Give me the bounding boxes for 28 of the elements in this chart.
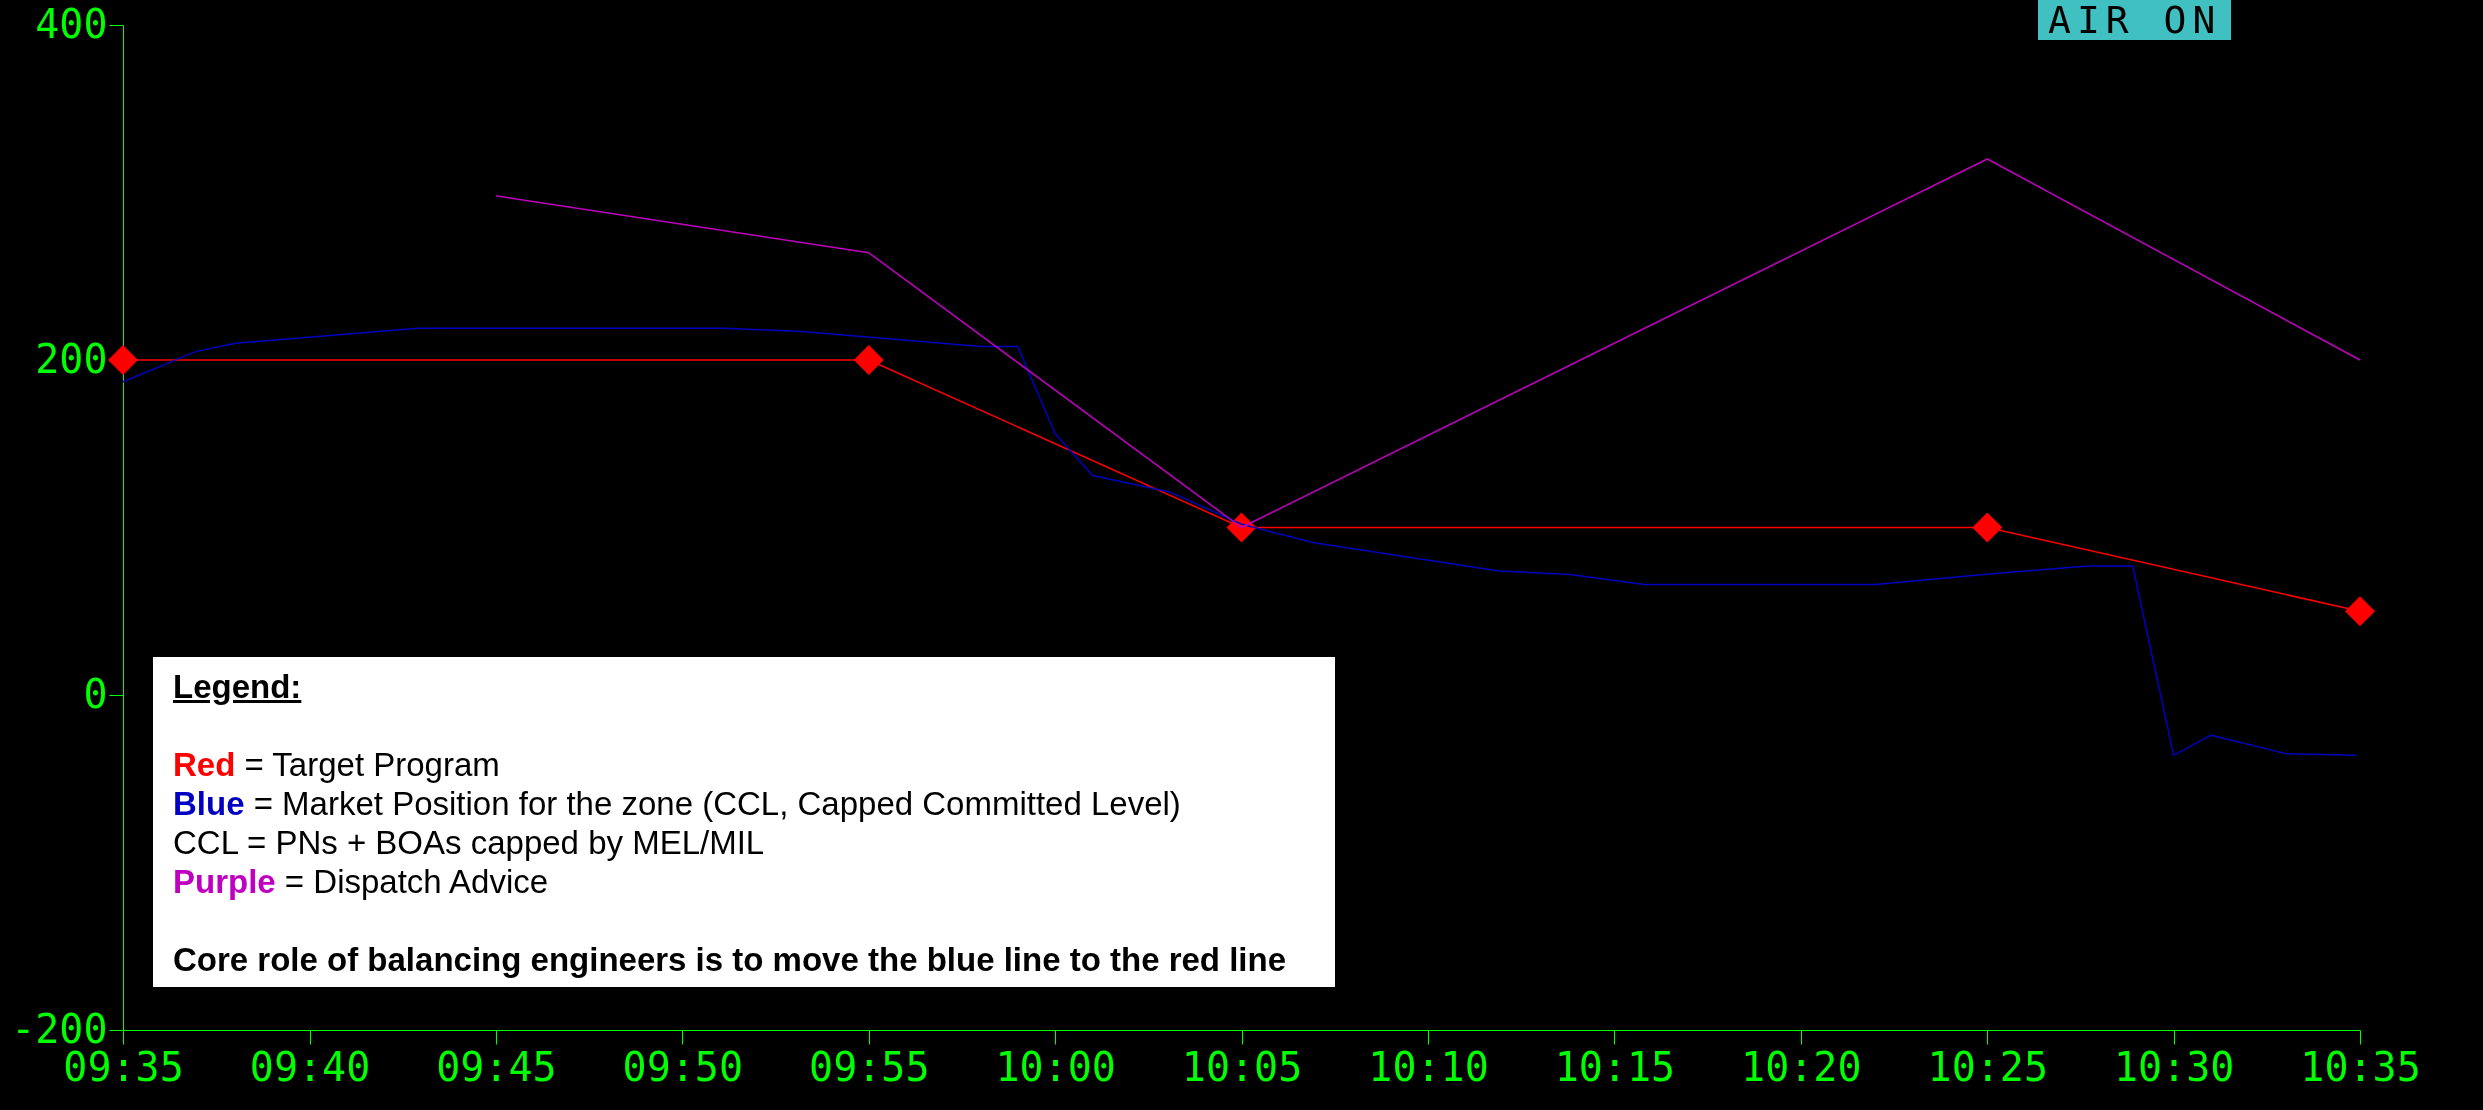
x-tick-label: 09:50 [622, 1043, 743, 1090]
point [1972, 512, 2003, 543]
x-tick-label: 10:10 [1368, 1043, 1489, 1090]
x-tick-label: 10:30 [2113, 1043, 2235, 1090]
x-tick-label: 10:35 [2300, 1043, 2421, 1090]
x-tick-label: 09:45 [436, 1043, 557, 1090]
annotation: Legend: [173, 667, 303, 706]
annotation: Purple = Dispatch Advice [173, 862, 550, 901]
y-tick-label: 200 [35, 335, 108, 382]
line-series [495, 158, 2361, 529]
x-tick-label: 10:15 [1554, 1043, 1676, 1090]
x-tick-label: 10:25 [1927, 1043, 2049, 1090]
point [2345, 596, 2375, 627]
point [108, 345, 138, 375]
point [853, 345, 884, 375]
x-tick-label: 10:00 [995, 1043, 1116, 1090]
annotation: Core role of balancing engineers is to move the blue line to the red line [173, 940, 1288, 979]
annotation: Blue = Market Position for the zone (CCL, Capped Committed Level) [173, 784, 1182, 823]
x-tick-label: 09:35 [63, 1043, 184, 1090]
x-tick-label: 09:40 [249, 1043, 371, 1090]
y-tick-label: 400 [35, 0, 108, 47]
x-tick-label: 10:05 [1181, 1043, 1303, 1090]
x-tick-label: 09:55 [809, 1043, 930, 1090]
annotation: AIR ON [2038, 0, 2232, 42]
annotation: CCL = PNs + BOAs capped by MEL/MIL [173, 823, 766, 862]
y-tick-label: 0 [83, 670, 108, 717]
annotation: Red = Target Program [173, 745, 501, 784]
x-tick-label: 10:20 [1741, 1043, 1862, 1090]
